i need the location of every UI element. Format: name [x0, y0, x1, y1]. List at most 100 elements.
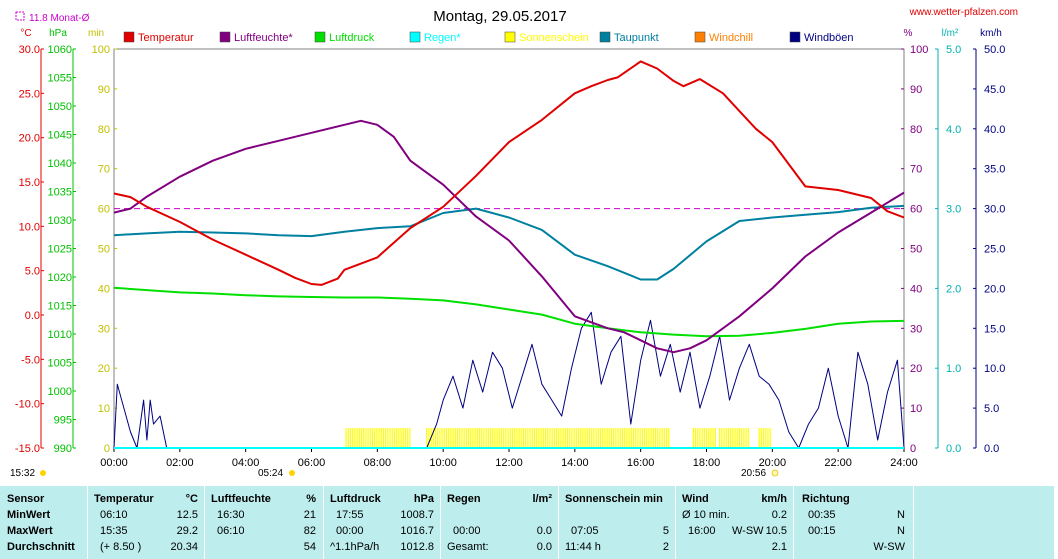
pressure-tick-label: 1000 [48, 386, 72, 398]
wind-min-val: 0.2 [771, 509, 787, 521]
hdr-direction: Richtung [802, 493, 850, 505]
col-humidity: Luftfeuchte % 16:30 21 06:10 82 54 [205, 486, 324, 559]
legend-swatch [694, 31, 706, 43]
minutes-tick-label: 40 [98, 283, 110, 295]
temp-tick-label: 20.0 [19, 133, 40, 145]
legend-label: Luftfeuchte* [234, 32, 293, 44]
humidity-tick-label: 0 [910, 443, 916, 455]
temp-tick-label: 25.0 [19, 88, 40, 100]
wind-avg-val: 2.1 [771, 541, 787, 553]
humidity-tick-label: 30 [910, 323, 922, 335]
hum-max-time: 06:10 [217, 525, 245, 537]
legend-swatch [314, 31, 326, 43]
hum-min-time: 16:30 [217, 509, 245, 521]
pressure-tick-label: 1020 [48, 272, 72, 284]
rain-tick-label: 5.0 [946, 44, 961, 56]
pressure-tick-label: 990 [54, 443, 72, 455]
pressure-tick-label: 1040 [48, 158, 72, 170]
x-tick-label: 20:00 [759, 457, 787, 469]
rain-tick-label: 4.0 [946, 124, 961, 136]
pressure-tick-label: 995 [54, 415, 72, 427]
x-tick-label: 18:00 [693, 457, 721, 469]
wind-unit: km/h [980, 28, 1002, 39]
temp-tick-label: 5.0 [25, 266, 40, 278]
unit-rain: l/m² [532, 493, 552, 505]
wind-tick-label: 35.0 [984, 164, 1005, 176]
col-wind: Wind km/h Ø 10 min. 0.2 16:00 W-SW 10.5 … [676, 486, 794, 559]
plot-frame [113, 48, 905, 449]
press-max-time: 00:00 [336, 525, 364, 537]
sun-avg-val: 2 [662, 541, 669, 553]
chart-title: Montag, 29.05.2017 [433, 8, 566, 25]
x-tick-label: 02:00 [166, 457, 194, 469]
minutes-tick-label: 100 [92, 44, 110, 56]
wind-tick-label: 20.0 [984, 283, 1005, 295]
legend-swatch [599, 31, 611, 43]
wind-tick-label: 0.0 [984, 443, 999, 455]
stats-table: Sensor MinWert MaxWert Durchschnitt Temp… [0, 486, 1054, 559]
series-luftdruck [113, 286, 905, 338]
temp-tick-label: -15.0 [15, 443, 40, 455]
x-tick-label: 16:00 [627, 457, 655, 469]
temp-tick-label: 30.0 [19, 44, 40, 56]
dir-avg-val: W-SW [873, 541, 905, 553]
humidity-tick-label: 20 [910, 363, 922, 375]
temp-tick-label: -10.0 [15, 399, 40, 411]
dir-max-val: N [897, 525, 905, 537]
hdr-wind: Wind [682, 493, 709, 505]
press-min-time: 17:55 [336, 509, 364, 521]
series-luftfeuchte [113, 119, 905, 354]
minutes-tick-label: 10 [98, 403, 110, 415]
col-temperature: Temperatur °C 06:10 12.5 15:35 29.2 (+ 8… [88, 486, 205, 559]
chart-legend: Temperatur Luftfeuchte* Luftdruck Regen* Son… [123, 31, 854, 44]
temp-avg-note: (+ 8.50 ) [100, 541, 142, 553]
legend-swatch [409, 31, 421, 43]
wind-max-val: 10.5 [765, 525, 787, 537]
temp-min-val: 12.5 [176, 509, 198, 521]
humidity-tick-label: 50 [910, 244, 922, 256]
minutes-tick-label: 70 [98, 164, 110, 176]
legend-swatch [504, 31, 516, 43]
minutes-tick-label: 30 [98, 323, 110, 335]
site-link[interactable]: www.wetter-pfalzen.com [909, 7, 1018, 18]
monthly-avg-label: 11.8 Monat-Ø [29, 13, 90, 24]
pressure-tick-label: 1030 [48, 215, 72, 227]
rain-tick-label: 2.0 [946, 283, 961, 295]
press-max-val: 1016.7 [400, 525, 434, 537]
rain-avg-val: 0.0 [536, 541, 552, 553]
hdr-sensor: Sensor [7, 493, 45, 505]
legend-label: Windböen [804, 32, 854, 44]
wind-max-time: 16:00 [688, 525, 716, 537]
x-tick-label: 22:00 [824, 457, 852, 469]
x-tick-label: 04:00 [232, 457, 260, 469]
sun-max-val: 5 [662, 525, 669, 537]
series-temperatur [113, 60, 905, 286]
humidity-tick-label: 10 [910, 403, 922, 415]
row-min-label: MinWert [7, 509, 51, 521]
wind-tick-label: 5.0 [984, 403, 999, 415]
x-tick-label: 12:00 [495, 457, 523, 469]
humidity-tick-label: 60 [910, 204, 922, 216]
minutes-tick-label: 0 [104, 443, 110, 455]
hdr-pressure: Luftdruck [330, 493, 381, 505]
minutes-tick-label: 50 [98, 244, 110, 256]
x-tick-label: 08:00 [364, 457, 392, 469]
hdr-temperature: Temperatur [94, 493, 154, 505]
unit-wind: km/h [761, 493, 787, 505]
wind-max-dir: W-SW [732, 525, 764, 537]
col-direction: Richtung 00:35 N 00:15 N W-SW [794, 486, 914, 559]
temp-avg-val: 20.34 [170, 541, 198, 553]
unit-pressure: hPa [413, 493, 434, 505]
x-tick-label: 00:00 [100, 457, 128, 469]
col-sensor: Sensor MinWert MaxWert Durchschnitt [0, 486, 88, 559]
legend-label: Windchill [709, 32, 753, 44]
pressure-tick-label: 1005 [48, 358, 72, 370]
wind-tick-label: 50.0 [984, 44, 1005, 56]
wind-tick-label: 45.0 [984, 84, 1005, 96]
temp-max-val: 29.2 [176, 525, 198, 537]
rain-max-time: 00:00 [453, 525, 481, 537]
pressure-tick-label: 1010 [48, 329, 72, 341]
humidity-tick-label: 40 [910, 283, 922, 295]
weather-chart: Montag, 29.05.2017 www.wetter-pfalzen.co… [10, 7, 1018, 479]
plot-area [113, 60, 905, 449]
